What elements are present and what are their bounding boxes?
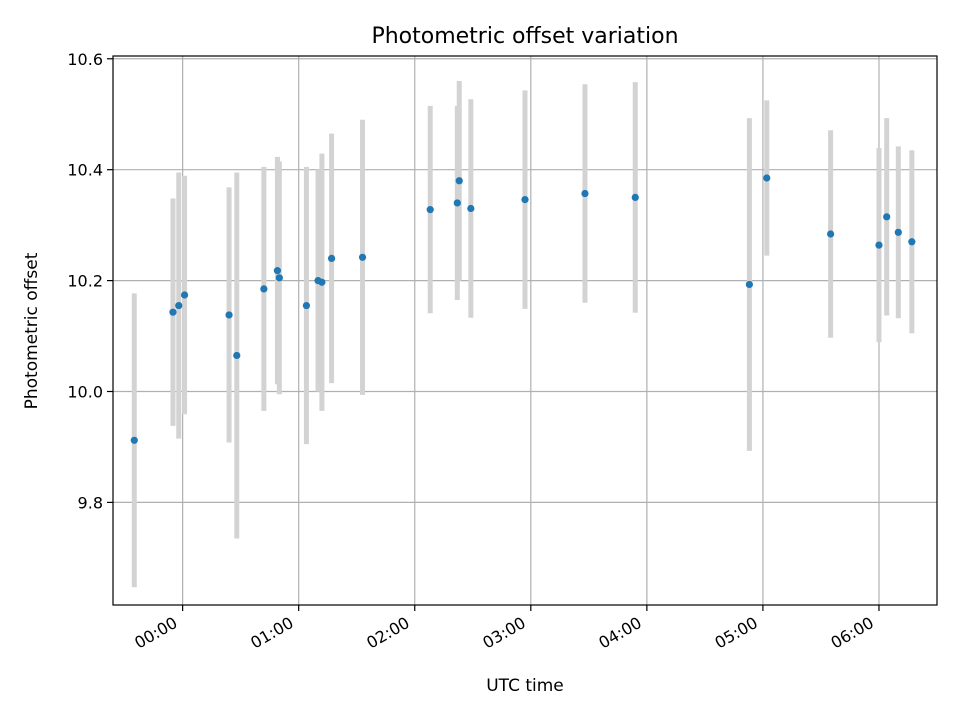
data-point <box>883 213 891 221</box>
data-point <box>581 189 589 198</box>
x-axis-label: UTC time <box>486 676 564 696</box>
x-tick-label: 01:00 <box>247 613 296 653</box>
data-point <box>894 228 902 236</box>
data-point <box>908 238 916 246</box>
data-point <box>763 174 771 182</box>
data-point <box>521 196 529 204</box>
data-point <box>302 301 311 310</box>
data-point <box>631 193 639 202</box>
x-tick-label: 03:00 <box>479 613 528 653</box>
x-tick-label: 04:00 <box>595 613 644 653</box>
y-tick-label: 9.8 <box>78 493 103 512</box>
data-point <box>130 436 138 444</box>
data-point <box>455 177 463 185</box>
data-point <box>233 351 241 360</box>
data-point <box>827 230 835 238</box>
data-point <box>467 204 475 213</box>
x-tick-label: 06:00 <box>828 613 877 653</box>
chart-title: Photometric offset variation <box>371 24 678 49</box>
data-point <box>175 301 183 310</box>
data-point <box>875 241 883 249</box>
data-point <box>453 199 461 207</box>
data-point <box>426 206 434 214</box>
grid <box>113 56 937 605</box>
data-point <box>745 280 753 289</box>
data-point <box>260 285 268 293</box>
data-points <box>130 174 916 444</box>
y-tick-label: 10.6 <box>67 50 103 69</box>
data-point <box>169 308 177 316</box>
x-tick-label: 05:00 <box>711 613 760 653</box>
y-axis-label: Photometric offset <box>22 252 42 409</box>
y-tick-label: 10.0 <box>67 383 103 402</box>
data-point <box>358 253 367 261</box>
data-point <box>273 267 282 275</box>
y-tick-label: 10.2 <box>67 272 103 291</box>
plot-frame <box>112 55 938 606</box>
data-point <box>225 311 233 319</box>
x-tick-label: 02:00 <box>363 613 412 653</box>
x-tick-label: 00:00 <box>131 613 180 653</box>
y-tick-label: 10.4 <box>67 161 103 180</box>
data-point <box>318 278 326 286</box>
error-bars <box>131 80 915 588</box>
data-point <box>275 274 283 282</box>
data-point <box>180 291 189 299</box>
data-point <box>327 254 336 263</box>
